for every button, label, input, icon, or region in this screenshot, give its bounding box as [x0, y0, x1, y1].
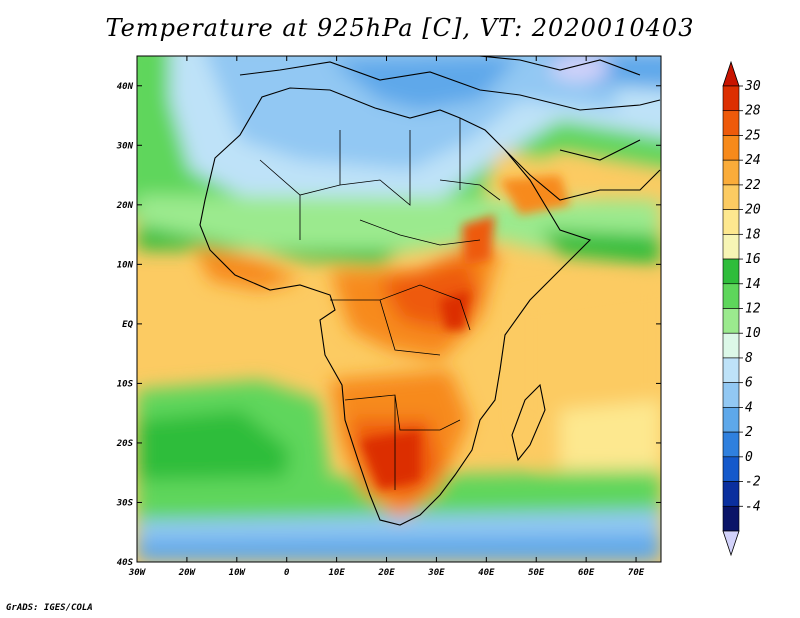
- lat-tick-label: 30N: [116, 141, 134, 151]
- colorbar-label: -4: [745, 499, 761, 514]
- lat-tick-label: 20S: [116, 439, 134, 449]
- lat-tick-label: 40N: [117, 82, 134, 92]
- colorbar-label: 4: [745, 400, 753, 415]
- colorbar-swatch: [722, 481, 740, 507]
- colorbar-label: 16: [745, 252, 761, 267]
- colorbar-swatch: [722, 135, 740, 161]
- colorbar-swatch: [722, 382, 740, 408]
- colorbar-label: 18: [745, 227, 761, 242]
- colorbar-swatch: [722, 85, 740, 112]
- lat-tick-label: 10S: [117, 379, 134, 389]
- colorbar-top-arrow: [722, 60, 740, 87]
- map-title: Temperature at 925hPa [C], VT: 202001040…: [105, 14, 695, 42]
- colorbar-bottom-arrow: [722, 530, 740, 557]
- temperature-field: [137, 56, 661, 562]
- colorbar-label: 24: [745, 153, 761, 168]
- lon-tick-label: 10W: [229, 568, 247, 578]
- colorbar-swatch: [722, 456, 740, 482]
- colorbar-swatch: [722, 357, 740, 383]
- colorbar-label: 14: [745, 277, 761, 292]
- lon-tick-label: 10E: [328, 568, 345, 578]
- colorbar-swatch: [722, 209, 740, 235]
- lon-tick-label: 30W: [128, 568, 147, 578]
- colorbar-swatch: [722, 505, 740, 532]
- colorbar-swatch: [722, 407, 740, 433]
- lat-tick-label: 10N: [117, 260, 134, 270]
- colorbar-label: 10: [745, 326, 761, 341]
- colorbar-swatch: [722, 308, 740, 334]
- colorbar-swatch: [722, 110, 740, 136]
- plot-frame: [136, 55, 662, 563]
- colorbar-label: 30: [744, 79, 761, 94]
- longitude-axis: 30W 20W 10W 0 10E 20E 30E 40E 50E 60E 70E: [128, 56, 645, 578]
- madagascar-outline: [511, 383, 546, 462]
- lon-tick-label: 60E: [578, 568, 595, 578]
- colorbar-swatch: [722, 234, 740, 260]
- lat-tick-label: 30S: [116, 498, 134, 508]
- colorbar-label: 28: [745, 104, 761, 119]
- colorbar-label: 6: [745, 376, 753, 391]
- colorbar-label: 8: [745, 351, 753, 366]
- lon-tick-label: 0: [284, 568, 290, 578]
- colorbar-label: 2: [745, 425, 753, 440]
- colorbar-label: 12: [745, 302, 761, 317]
- lon-tick-label: 20W: [178, 568, 197, 578]
- colorbar-swatch: [722, 184, 740, 210]
- colorbar-label: -2: [745, 475, 761, 490]
- colorbar-swatch: [722, 332, 740, 359]
- lat-tick-label: 40S: [117, 558, 134, 568]
- colorbar-swatch: [722, 258, 740, 285]
- colorbar-swatch: [722, 431, 740, 458]
- coastlines: [199, 56, 661, 526]
- colorbar-label: 25: [745, 128, 761, 143]
- colorbar-label: 0: [745, 450, 753, 465]
- credit-footer: GrADS: IGES/COLA: [6, 603, 93, 613]
- lat-tick-label: EQ: [122, 320, 133, 330]
- lon-tick-label: 20E: [377, 568, 395, 578]
- colorbar-swatch: [722, 159, 740, 186]
- lon-tick-label: 30E: [427, 568, 445, 578]
- country-borders: [259, 118, 501, 490]
- latitude-axis: 40N 30N 20N 10N EQ 10S 20S 30S 40S: [116, 82, 661, 568]
- lon-tick-label: 70E: [628, 568, 645, 578]
- lon-tick-label: 50E: [528, 568, 545, 578]
- lat-tick-label: 20N: [116, 201, 134, 211]
- colorbar-label: 22: [745, 178, 761, 193]
- lon-tick-label: 40E: [478, 568, 495, 578]
- colorbar-label: 20: [745, 203, 761, 218]
- colorbar-swatch: [722, 283, 740, 309]
